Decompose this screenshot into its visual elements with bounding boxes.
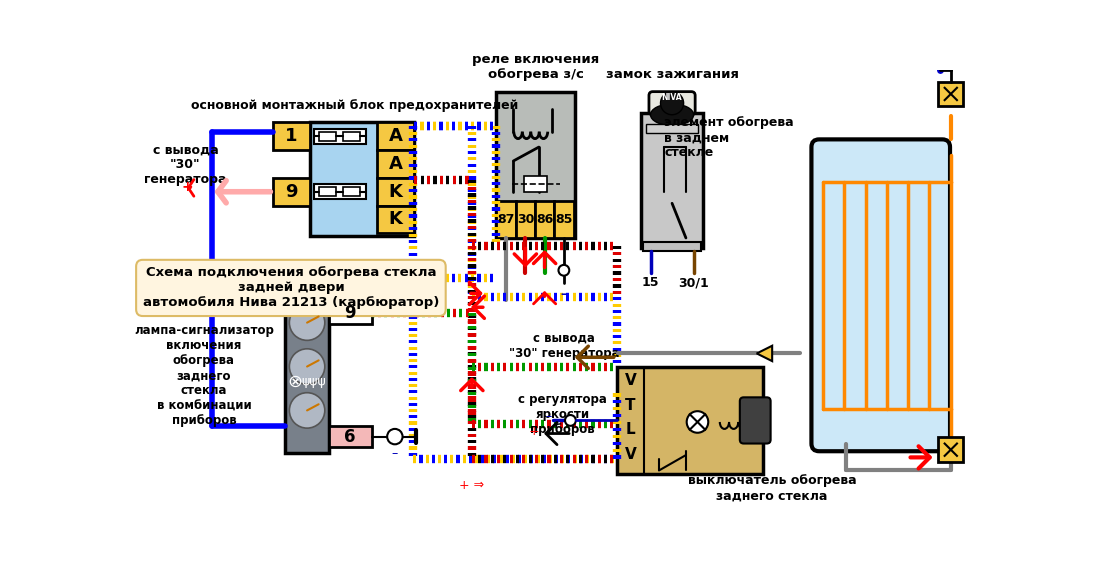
Bar — [329, 426, 372, 447]
Text: –: – — [392, 447, 397, 460]
Polygon shape — [756, 346, 772, 361]
Bar — [497, 201, 516, 238]
Circle shape — [958, 54, 964, 60]
Bar — [641, 113, 703, 248]
Bar — [319, 131, 336, 141]
Text: Схема подключения обогрева стекла
задней двери
автомобиля Нива 21213 (карбюратор: Схема подключения обогрева стекла задней… — [142, 266, 439, 310]
Ellipse shape — [650, 104, 693, 126]
Bar — [314, 184, 367, 200]
Text: V: V — [625, 373, 636, 388]
Bar — [273, 178, 310, 206]
Text: +: + — [181, 180, 193, 194]
Bar — [524, 176, 548, 192]
Bar — [378, 178, 414, 206]
Bar — [314, 128, 367, 144]
Text: выключатель обогрева
заднего стекла: выключатель обогрева заднего стекла — [688, 474, 857, 502]
Bar — [273, 123, 310, 150]
Text: + ⇒: + ⇒ — [459, 479, 485, 492]
Text: T: T — [625, 398, 636, 412]
Text: K: K — [389, 210, 403, 228]
Circle shape — [289, 305, 325, 340]
Text: 30/1: 30/1 — [678, 276, 709, 290]
Circle shape — [559, 265, 570, 276]
Bar — [285, 301, 329, 453]
Text: лампа-сигнализатор
включения
обогрева
заднего
стекла
в комбинации
приборов: лампа-сигнализатор включения обогрева за… — [134, 324, 274, 427]
Bar — [938, 437, 963, 462]
Text: реле включения
обогрева з/с: реле включения обогрева з/с — [473, 53, 599, 81]
FancyBboxPatch shape — [649, 92, 696, 114]
Text: замок зажигания: замок зажигания — [606, 68, 739, 81]
Text: L: L — [626, 422, 635, 437]
Text: с вывода
"30"
генератора: с вывода "30" генератора — [145, 143, 226, 186]
Text: 9: 9 — [344, 304, 355, 322]
Text: K: K — [389, 183, 403, 201]
Text: –: – — [561, 288, 567, 301]
Text: с вывода
"30" генератора: с вывода "30" генератора — [509, 332, 619, 360]
Text: V: V — [625, 447, 636, 462]
Bar — [319, 187, 336, 196]
Circle shape — [660, 92, 683, 114]
Text: NIVA: NIVA — [661, 93, 682, 102]
Text: 30: 30 — [517, 213, 534, 226]
Circle shape — [565, 415, 576, 426]
Bar — [343, 187, 360, 196]
Text: 85: 85 — [555, 213, 573, 226]
Bar — [643, 242, 701, 251]
Text: ⊗: ⊗ — [287, 373, 302, 391]
Bar — [310, 123, 414, 237]
Bar — [938, 82, 963, 106]
Bar — [516, 201, 535, 238]
Text: элемент обогрева
в заднем
стекле: элемент обогрева в заднем стекле — [665, 116, 794, 159]
Bar — [378, 150, 414, 178]
Text: с регулятора
яркости
приборов: с регулятора яркости приборов — [518, 394, 607, 436]
Bar — [378, 206, 414, 234]
Text: 1: 1 — [286, 127, 298, 145]
Text: A: A — [389, 155, 403, 173]
Bar — [378, 123, 414, 150]
Bar — [646, 124, 698, 133]
Text: 9: 9 — [286, 183, 298, 201]
Text: 87: 87 — [498, 213, 514, 226]
Bar — [617, 367, 763, 474]
Text: –: – — [545, 410, 552, 423]
Circle shape — [289, 392, 325, 428]
Text: +: + — [528, 426, 539, 439]
Text: A: A — [389, 127, 403, 145]
Circle shape — [289, 349, 325, 384]
Bar — [554, 201, 573, 238]
Text: 6: 6 — [344, 427, 355, 446]
Text: 15: 15 — [641, 276, 659, 290]
FancyBboxPatch shape — [740, 397, 771, 443]
Circle shape — [687, 411, 709, 433]
FancyBboxPatch shape — [811, 140, 951, 451]
Circle shape — [388, 429, 403, 444]
Text: 86: 86 — [537, 213, 553, 226]
Text: ψψψ: ψψψ — [301, 376, 327, 388]
Text: основной монтажный блок предохранителей: основной монтажный блок предохранителей — [191, 99, 518, 112]
Bar — [535, 201, 554, 238]
Bar — [329, 301, 372, 324]
Bar — [343, 131, 360, 141]
Bar — [497, 92, 575, 238]
